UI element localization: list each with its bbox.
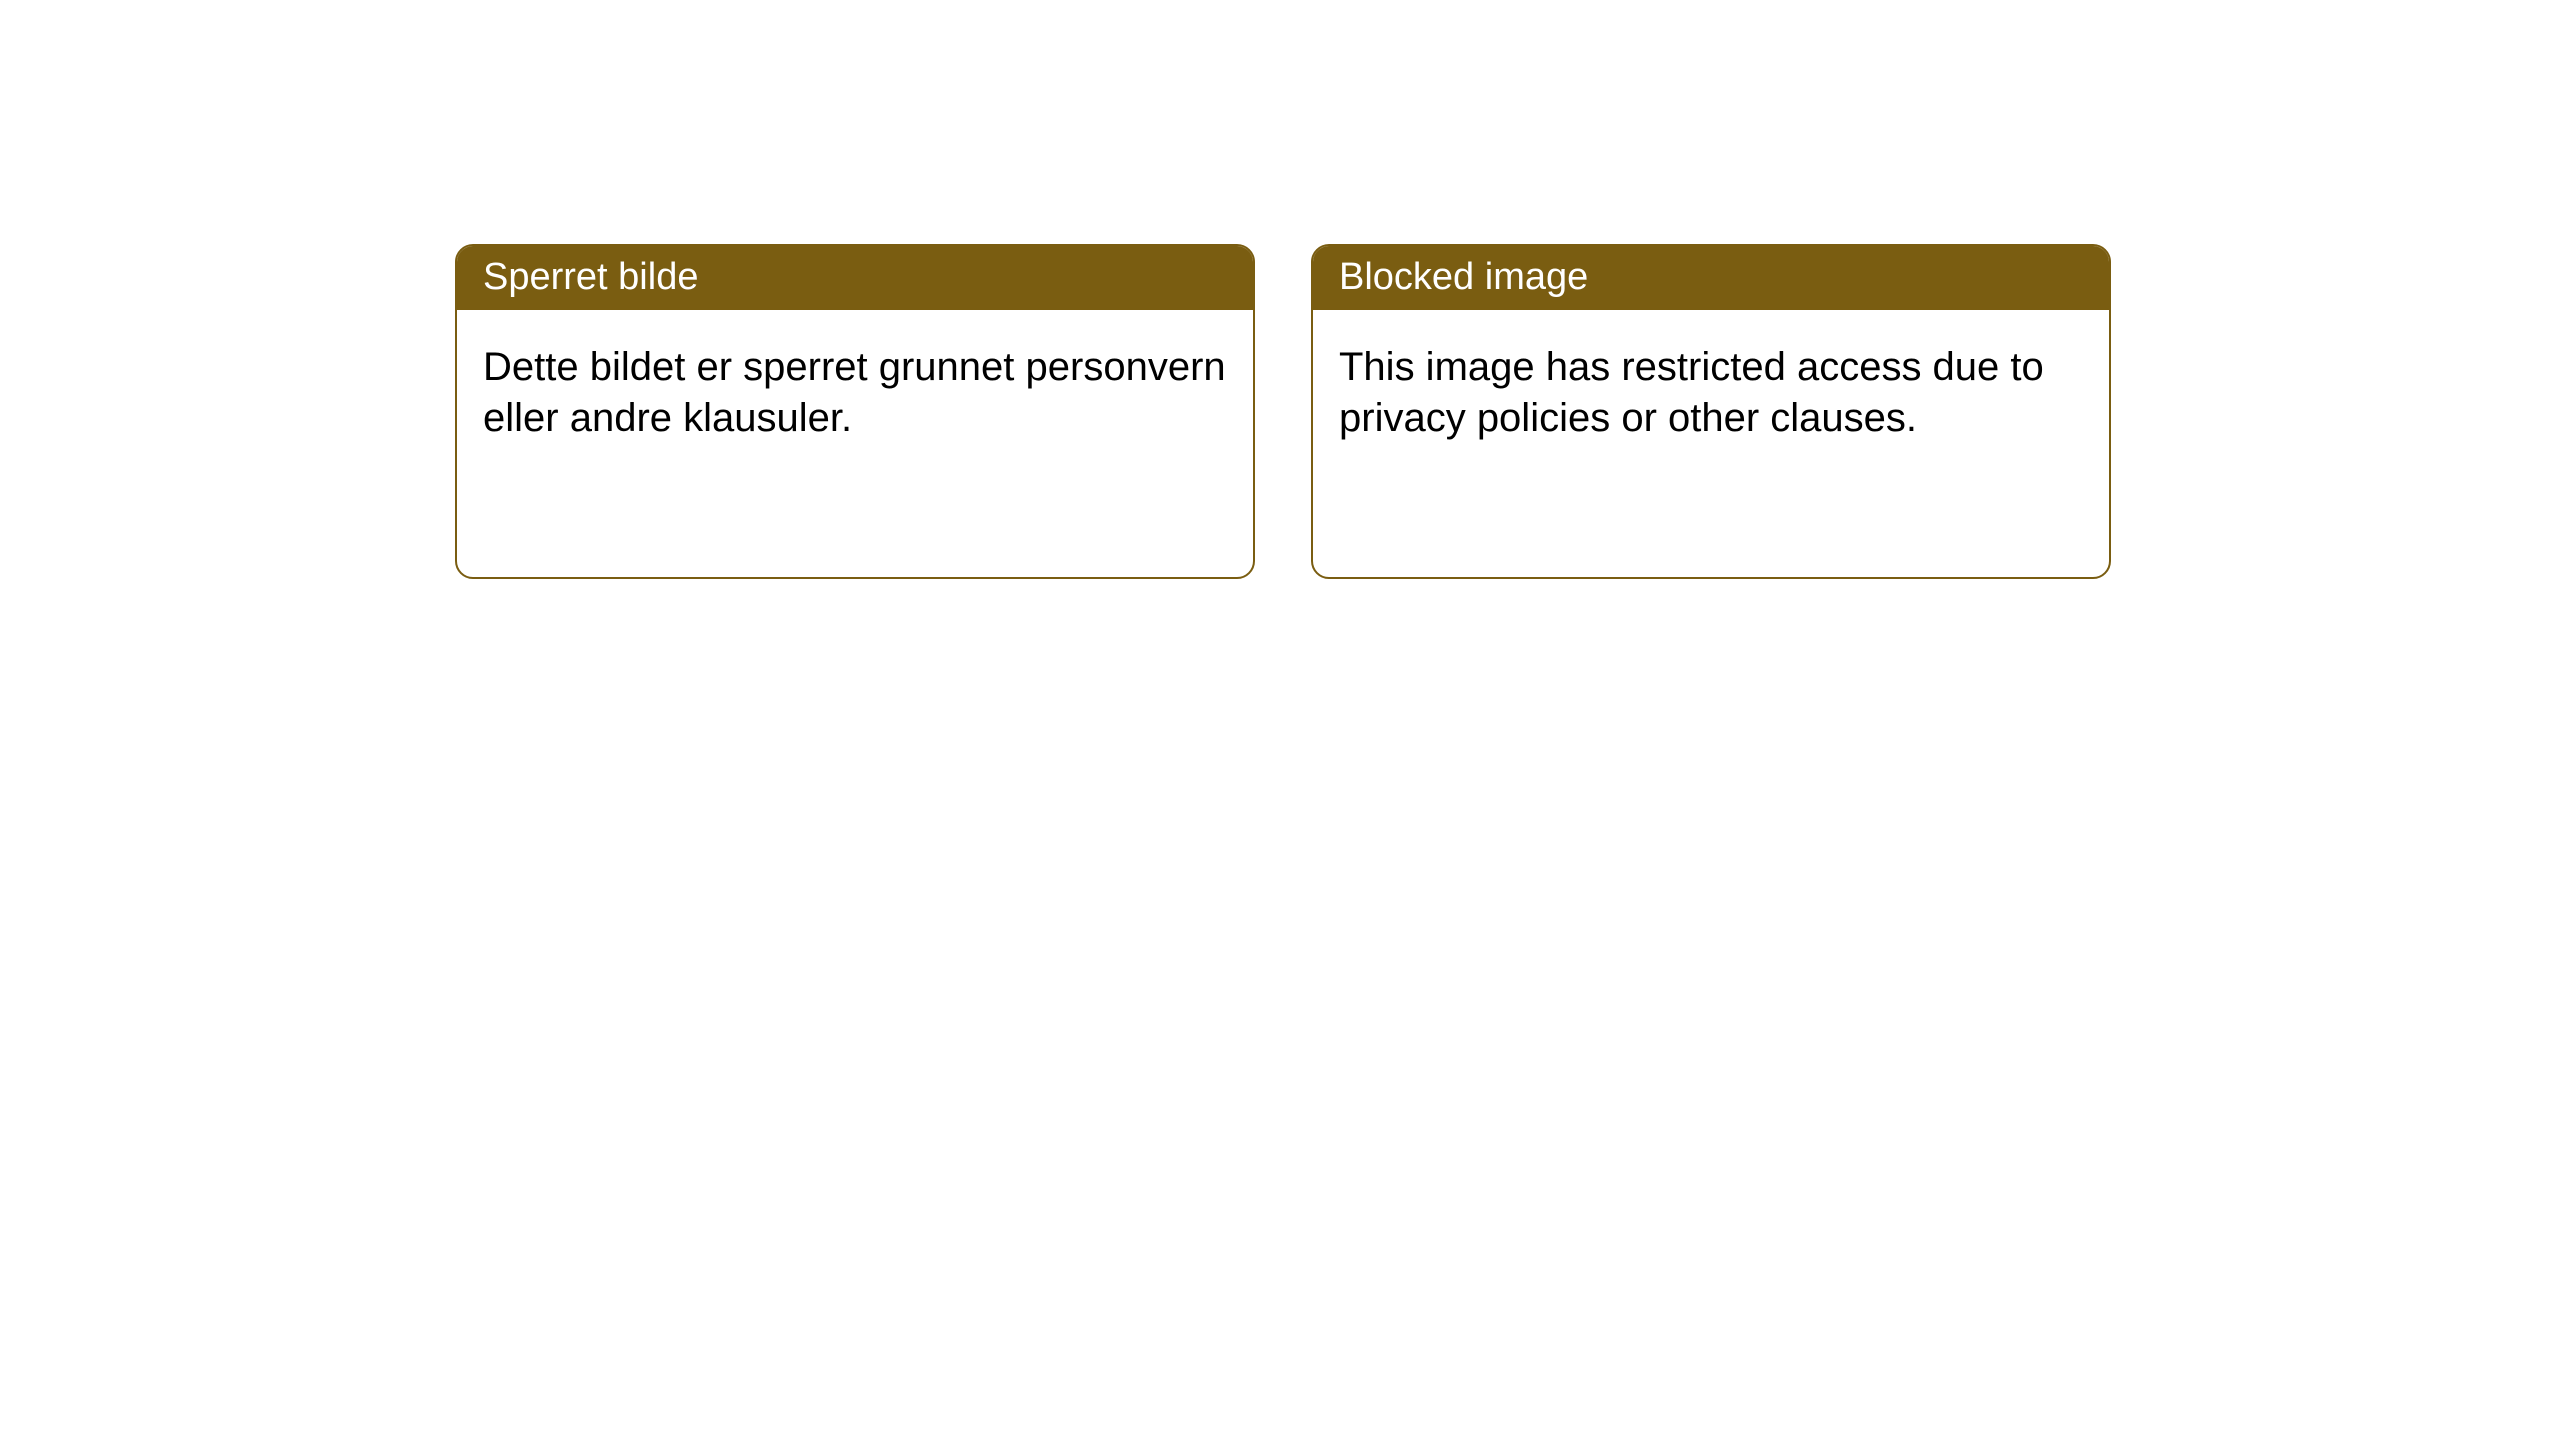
card-title: Sperret bilde — [483, 256, 698, 298]
card-body: Dette bildet er sperret grunnet personve… — [457, 310, 1253, 476]
card-message: Dette bildet er sperret grunnet personve… — [483, 345, 1226, 440]
card-message: This image has restricted access due to … — [1339, 345, 2044, 440]
card-body: This image has restricted access due to … — [1313, 310, 2109, 476]
notice-card-norwegian: Sperret bilde Dette bildet er sperret gr… — [455, 244, 1255, 579]
card-header: Sperret bilde — [457, 246, 1253, 310]
card-title: Blocked image — [1339, 256, 1588, 298]
notice-container: Sperret bilde Dette bildet er sperret gr… — [0, 0, 2560, 579]
notice-card-english: Blocked image This image has restricted … — [1311, 244, 2111, 579]
card-header: Blocked image — [1313, 246, 2109, 310]
